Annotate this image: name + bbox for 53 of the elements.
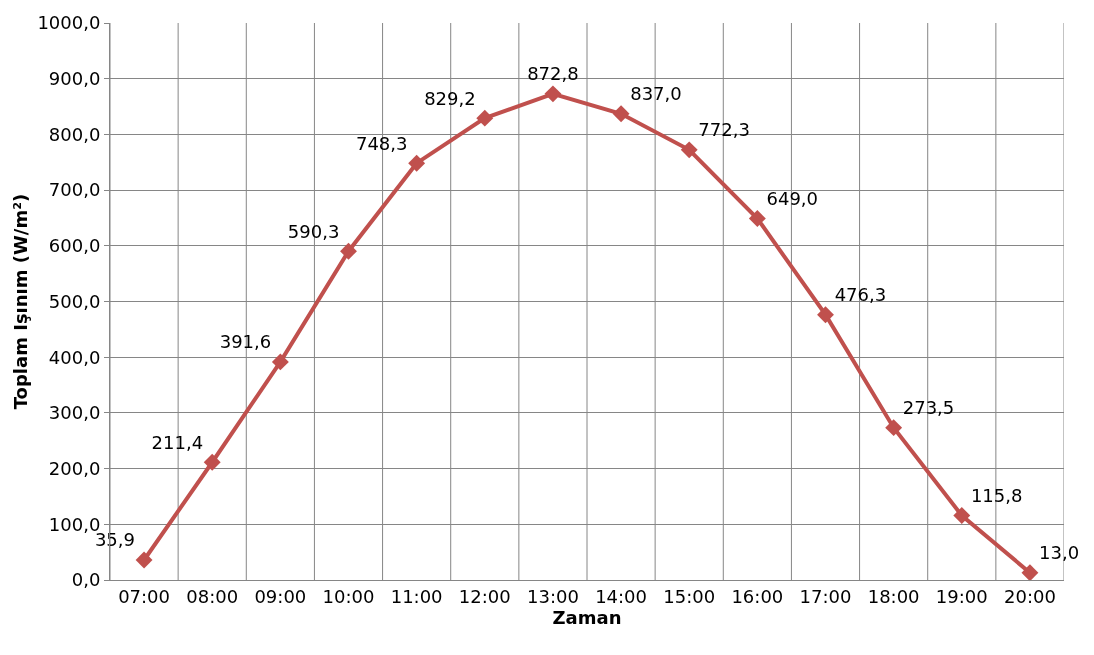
- point: [817, 306, 834, 324]
- point: [340, 242, 357, 260]
- data-label: 211,4: [151, 431, 204, 453]
- point: [953, 507, 971, 524]
- data-label: 829,2: [424, 87, 476, 109]
- x-tick-label: 14:00: [595, 585, 648, 607]
- y-tick-label: 600,0: [48, 235, 101, 257]
- y-tick-label: 1000,0: [37, 12, 101, 34]
- data-label: 590,3: [287, 220, 340, 242]
- x-tick-label: 10:00: [322, 585, 375, 607]
- x-tick-label: 19:00: [935, 585, 988, 607]
- x-tick-label: 09:00: [254, 585, 307, 607]
- y-tick-label: 200,0: [48, 457, 101, 479]
- y-tick-label: 500,0: [48, 290, 101, 312]
- y-tick-label: 800,0: [48, 123, 101, 145]
- point: [680, 141, 698, 159]
- data-label: 476,3: [834, 284, 887, 306]
- y-tick-label: 700,0: [48, 179, 101, 201]
- x-tick-label: 18:00: [867, 585, 920, 607]
- point: [544, 85, 562, 103]
- x-tick-label: 15:00: [663, 585, 716, 607]
- x-axis-title: Zaman: [552, 606, 622, 628]
- point: [885, 419, 903, 437]
- point: [476, 109, 494, 127]
- x-tick-label: 11:00: [390, 585, 443, 607]
- x-tick-label: 16:00: [731, 585, 784, 607]
- x-tick-label: 20:00: [1003, 585, 1056, 607]
- point: [271, 353, 289, 371]
- y-tick-label: 400,0: [48, 346, 101, 368]
- x-tick-label: 12:00: [458, 585, 511, 607]
- x-tick-label: 17:00: [799, 585, 852, 607]
- point: [203, 453, 221, 471]
- data-label: 13,0: [1039, 542, 1080, 564]
- data-label: 115,8: [970, 484, 1023, 506]
- data-label: 391,6: [219, 331, 272, 353]
- y-tick-label: 0,0: [71, 569, 101, 591]
- y-tick-label: 900,0: [48, 68, 101, 89]
- y-axis-title: Toplam Işınım (W/m²): [9, 193, 31, 410]
- data-label: 872,8: [527, 63, 579, 85]
- y-tick-label: 300,0: [48, 402, 101, 424]
- data-label: 837,0: [630, 83, 682, 105]
- data-label: 772,3: [698, 119, 750, 141]
- point: [408, 154, 426, 172]
- data-label: 748,3: [355, 132, 408, 154]
- point: [612, 105, 630, 123]
- x-tick-label: 08:00: [186, 585, 239, 607]
- point: [748, 210, 766, 227]
- point: [135, 551, 153, 569]
- x-tick-label: 07:00: [118, 585, 171, 607]
- data-label: 649,0: [766, 187, 819, 209]
- x-tick-label: 13:00: [526, 585, 579, 607]
- data-label: 273,5: [902, 397, 955, 419]
- point: [1021, 564, 1039, 582]
